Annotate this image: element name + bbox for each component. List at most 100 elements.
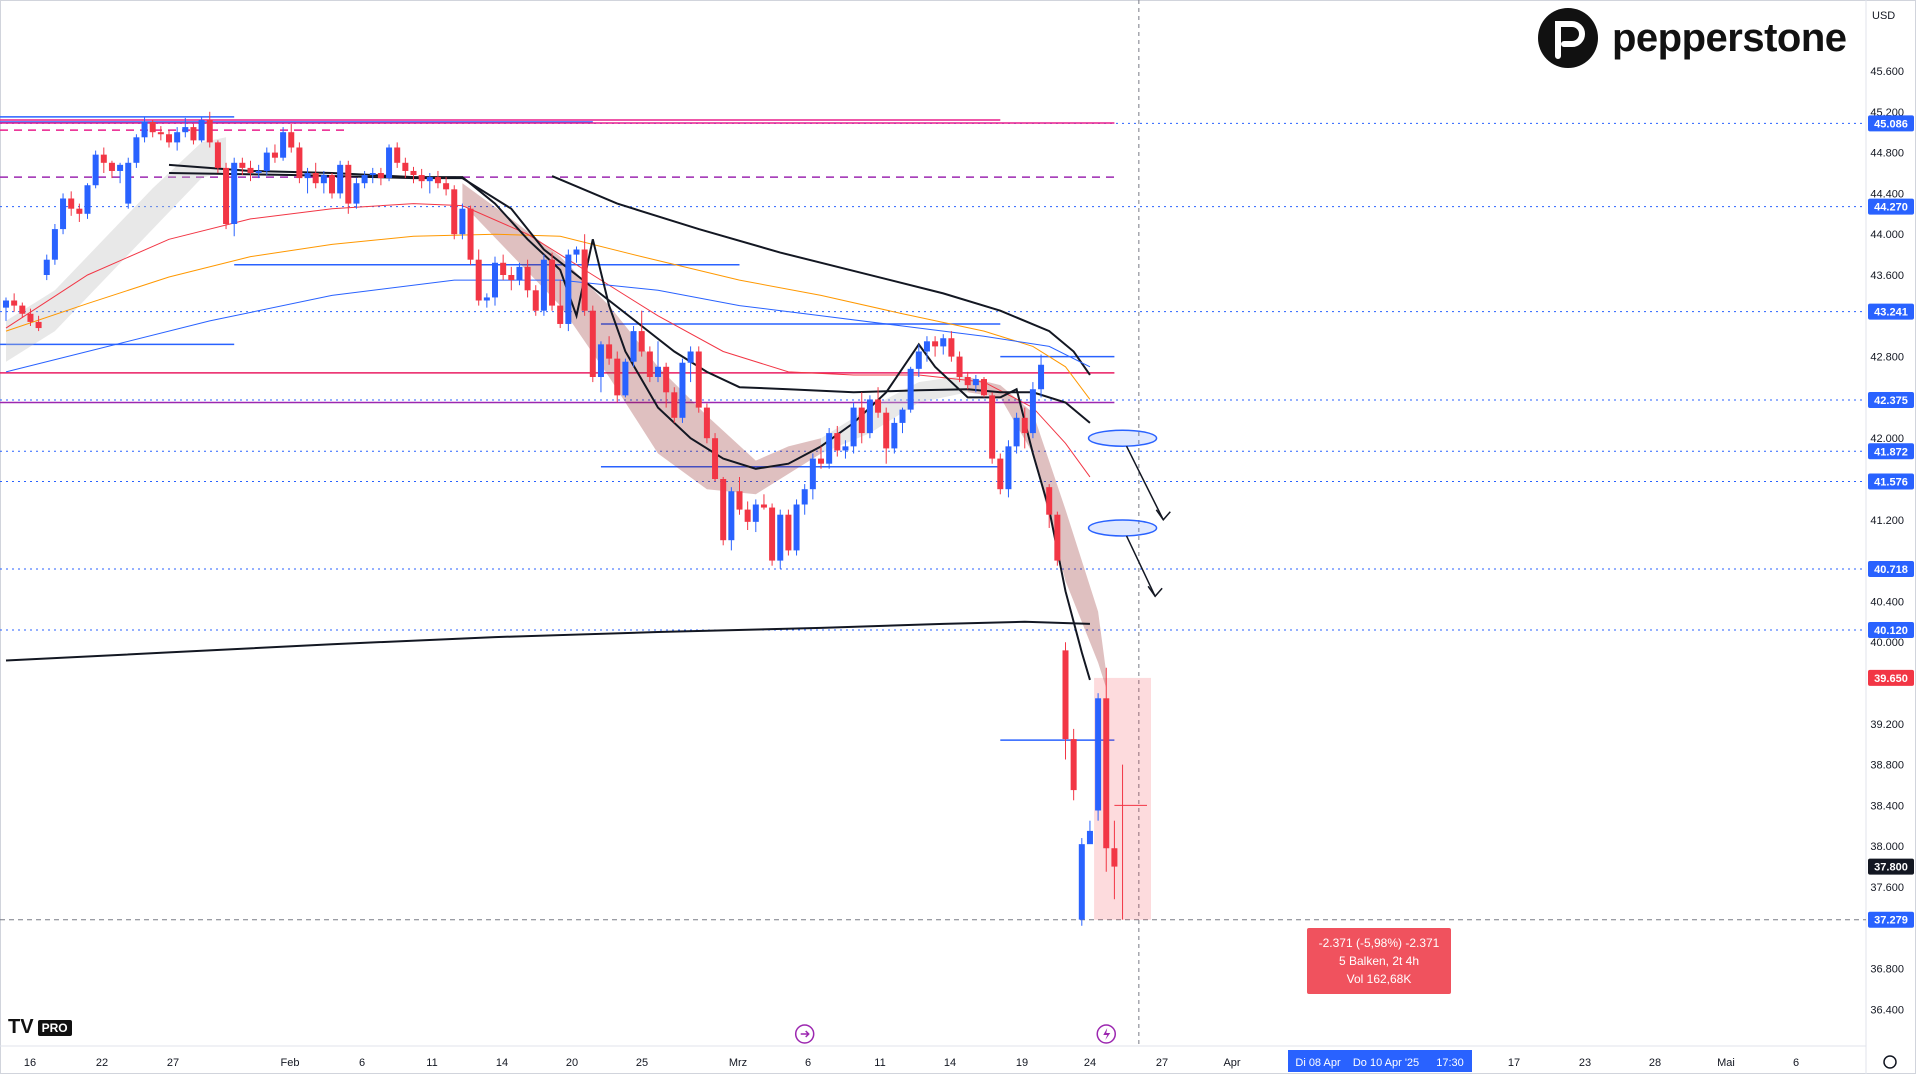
measure-change: -2.371 (-5,98%) -2.371 — [1318, 936, 1440, 950]
price-level-value: 42.375 — [1874, 395, 1908, 407]
candle-body — [361, 175, 368, 184]
candle — [394, 142, 401, 168]
candle — [27, 308, 34, 326]
candle-body — [35, 321, 42, 329]
candle-body — [43, 259, 50, 275]
lightning-glyph — [1103, 1028, 1111, 1040]
time-tick-label: 28 — [1649, 1057, 1661, 1069]
candle — [557, 280, 564, 329]
candle-body — [475, 259, 482, 301]
candle — [1021, 407, 1028, 449]
brand-logo: pepperstone — [1536, 6, 1856, 70]
price-tick-label: 45.600 — [1870, 66, 1904, 78]
candle-body — [345, 164, 352, 204]
candle — [214, 140, 221, 173]
candle — [1054, 511, 1061, 566]
candle-body — [850, 407, 857, 447]
candle-body — [581, 249, 588, 311]
candle-body — [483, 297, 490, 301]
candle-body — [638, 331, 645, 352]
price-tick-label: 41.200 — [1870, 515, 1904, 527]
moving-average-line — [551, 175, 1091, 376]
candle — [597, 341, 604, 393]
candle-body — [304, 173, 311, 179]
projection-arrow — [1125, 535, 1156, 597]
candle-body — [622, 361, 629, 396]
candle-body — [565, 254, 572, 324]
candle — [655, 341, 661, 383]
candle-body — [1095, 698, 1102, 811]
candle — [182, 117, 189, 138]
pepperstone-logo-icon — [1538, 8, 1598, 68]
price-tick-label: 44.800 — [1870, 148, 1904, 160]
projection-arrow — [1125, 445, 1164, 521]
candle-body — [932, 341, 939, 347]
candle-body — [728, 491, 735, 541]
candle — [793, 499, 800, 556]
candle — [1095, 693, 1102, 821]
candle-body — [84, 185, 91, 214]
platform-badge[interactable]: TV PRO — [8, 1016, 72, 1039]
candle-body — [744, 509, 751, 522]
price-level-value: 44.270 — [1874, 202, 1908, 214]
candle — [956, 351, 963, 383]
candle-body — [809, 458, 816, 490]
candle — [280, 127, 287, 161]
price-level-badge — [1868, 621, 1914, 638]
time-tick-label: Apr — [1223, 1057, 1240, 1069]
time-tick-label: 11 — [426, 1057, 437, 1069]
time-tick-label: 27 — [1156, 1057, 1168, 1069]
candle-body — [198, 119, 205, 141]
candle-body — [117, 164, 124, 171]
crosshair-time-label: Di 08 Apr — [1295, 1057, 1341, 1069]
candle-body — [866, 399, 873, 434]
time-tick-label: 20 — [566, 1057, 578, 1069]
measure-volume: Vol 162,68K — [1346, 972, 1412, 986]
candle — [695, 346, 702, 413]
candle — [630, 326, 637, 367]
price-level-badge — [1868, 391, 1914, 408]
time-tick-label: 6 — [1793, 1057, 1799, 1069]
candle-body — [500, 262, 507, 275]
candle-body — [231, 162, 238, 224]
price-level-badge — [1868, 911, 1914, 928]
time-tick-label: 22 — [96, 1057, 108, 1069]
candle — [475, 249, 482, 306]
moving-average-line — [5, 233, 1091, 400]
candle — [932, 336, 939, 357]
candle — [866, 395, 873, 439]
price-level-badge — [1868, 858, 1914, 875]
candle — [223, 162, 230, 230]
candle-body — [214, 142, 221, 168]
candle-body — [1029, 389, 1036, 434]
candle-body — [720, 479, 727, 541]
time-tick-label: 25 — [636, 1057, 648, 1069]
candle — [451, 185, 458, 240]
candle-body — [459, 208, 466, 235]
candle — [1086, 820, 1093, 845]
candle-body — [394, 147, 401, 163]
candle-body — [418, 175, 425, 182]
projection-arrowhead — [1155, 509, 1171, 522]
candle — [760, 494, 767, 510]
candle-body — [597, 344, 604, 377]
price-tick-label: 39.200 — [1870, 719, 1904, 731]
ma-cloud-band — [6, 137, 227, 362]
candle — [337, 160, 344, 199]
settings-gear-icon — [1883, 1055, 1897, 1069]
candle — [622, 358, 629, 398]
candle-body — [19, 305, 26, 314]
time-tick-label: 17 — [1508, 1057, 1520, 1069]
candle — [492, 256, 498, 306]
ma-cloud-band — [821, 374, 968, 454]
candle — [418, 168, 425, 189]
candle — [19, 302, 26, 318]
price-level-value: 41.872 — [1874, 446, 1908, 458]
price-tick-label: 37.600 — [1870, 882, 1904, 894]
time-tick-label: 27 — [167, 1057, 179, 1069]
candle — [92, 150, 99, 189]
candle — [1103, 667, 1110, 872]
candle-body — [1054, 514, 1061, 561]
